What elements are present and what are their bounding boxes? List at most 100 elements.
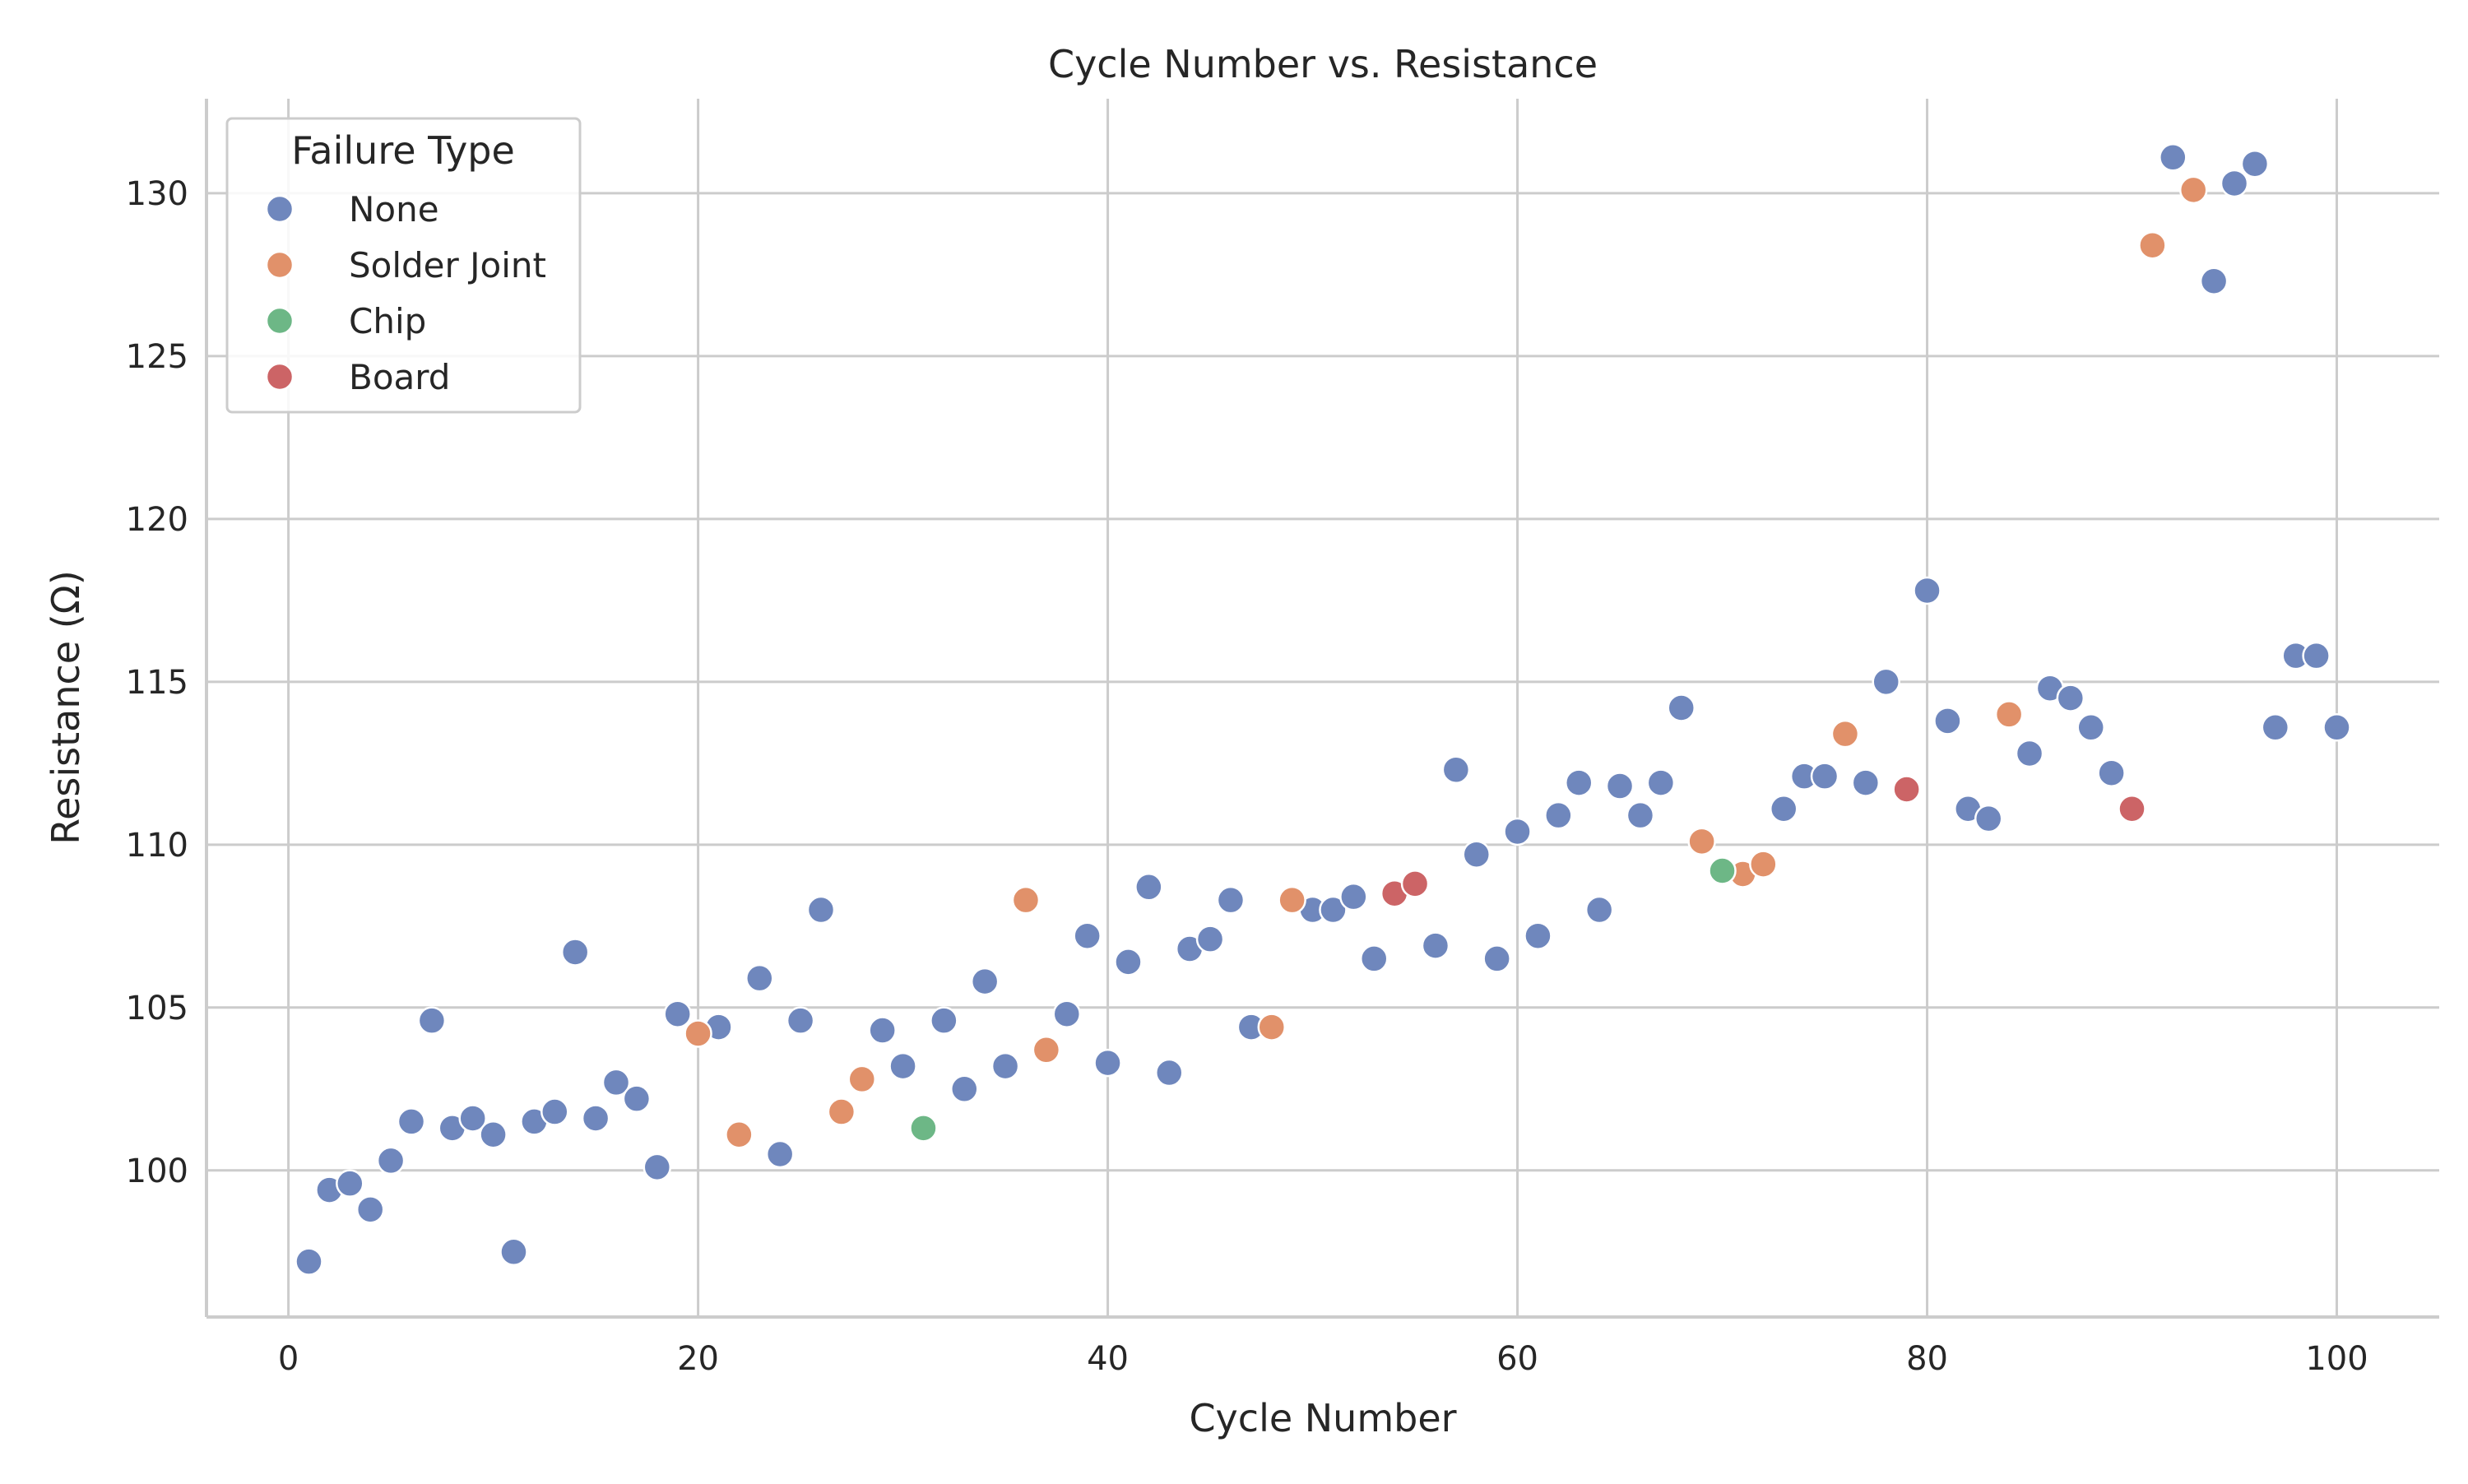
x-tick-label: 40 xyxy=(1087,1340,1129,1378)
point-board xyxy=(2118,795,2146,823)
point-solder-joint xyxy=(1278,885,1306,915)
point-none xyxy=(295,1247,323,1276)
point-none xyxy=(581,1104,610,1133)
point-none xyxy=(1482,944,1511,973)
x-axis-label: Cycle Number xyxy=(1189,1396,1456,1440)
point-none xyxy=(990,1051,1020,1081)
point-none xyxy=(1769,795,1798,823)
legend-title: Failure Type xyxy=(291,128,515,173)
point-none xyxy=(2097,758,2126,787)
point-none xyxy=(1974,804,2003,833)
point-none xyxy=(2159,143,2187,172)
point-solder-joint xyxy=(847,1064,877,1094)
x-tick-label: 100 xyxy=(2305,1340,2368,1378)
point-none xyxy=(745,963,774,993)
point-solder-joint xyxy=(1032,1036,1061,1064)
point-none xyxy=(1339,882,1368,911)
point-none xyxy=(888,1051,917,1081)
point-none xyxy=(622,1084,652,1113)
point-none xyxy=(1913,576,1941,605)
legend-marker-board xyxy=(265,362,295,392)
point-none xyxy=(2015,739,2044,768)
point-none xyxy=(1933,707,1962,735)
point-solder-joint xyxy=(1994,700,2024,729)
legend-marker-none xyxy=(265,194,295,224)
point-none xyxy=(1544,800,1573,830)
data-points xyxy=(295,143,2351,1276)
y-tick-label: 120 xyxy=(126,501,188,539)
point-none xyxy=(1872,667,1900,697)
point-none xyxy=(2302,641,2331,670)
tick-label-layer: 0 20 40 60 80 100 100 105 110 115 120 125 130 xyxy=(126,175,2368,1378)
point-none xyxy=(1584,895,1614,925)
y-tick-label: 130 xyxy=(126,175,188,213)
point-solder-joint xyxy=(2178,175,2208,205)
point-solder-joint xyxy=(1749,850,1778,879)
point-none xyxy=(1216,885,1246,915)
legend-label: Chip xyxy=(349,301,426,341)
point-chip xyxy=(909,1114,938,1143)
point-solder-joint xyxy=(2138,230,2167,260)
axis-spines xyxy=(205,99,2439,1319)
point-none xyxy=(2261,713,2290,742)
y-tick-label: 100 xyxy=(126,1152,188,1190)
point-none xyxy=(1114,948,1143,976)
point-none xyxy=(2056,684,2085,712)
legend-label: Solder Joint xyxy=(349,245,546,285)
y-tick-label: 125 xyxy=(126,338,188,376)
legend-marker-chip xyxy=(265,306,295,336)
point-none xyxy=(1073,921,1102,950)
point-none xyxy=(868,1016,897,1045)
point-none xyxy=(1195,925,1225,953)
point-none xyxy=(1052,999,1082,1028)
y-tick-label: 110 xyxy=(126,827,188,865)
point-none xyxy=(397,1107,426,1136)
point-none xyxy=(2240,149,2270,179)
point-solder-joint xyxy=(1011,885,1041,915)
point-chip xyxy=(1708,856,1737,885)
point-none xyxy=(1626,800,1655,830)
point-solder-joint xyxy=(1830,719,1860,749)
legend-label: None xyxy=(349,189,439,230)
point-none xyxy=(950,1074,979,1104)
point-none xyxy=(1155,1058,1184,1087)
point-none xyxy=(479,1120,508,1149)
point-none xyxy=(930,1006,958,1035)
point-none xyxy=(540,1097,569,1126)
point-solder-joint xyxy=(725,1120,754,1149)
legend-entries: None Solder Joint Chip Board xyxy=(265,189,546,397)
point-none xyxy=(1093,1048,1122,1078)
point-board xyxy=(1400,870,1430,898)
legend-frame xyxy=(225,117,582,414)
point-none xyxy=(1605,772,1635,800)
point-none xyxy=(499,1237,528,1267)
point-none xyxy=(1810,762,1839,791)
point-none xyxy=(1503,817,1532,846)
x-tick-label: 0 xyxy=(278,1340,299,1378)
point-none xyxy=(663,999,692,1028)
legend-marker-solder-joint xyxy=(265,250,295,280)
point-none xyxy=(765,1139,795,1169)
point-solder-joint xyxy=(1257,1013,1287,1041)
point-none xyxy=(355,1195,385,1224)
point-none xyxy=(786,1006,815,1035)
y-tick-label: 115 xyxy=(126,664,188,702)
point-solder-joint xyxy=(827,1097,856,1126)
point-none xyxy=(1421,931,1450,960)
point-none xyxy=(417,1006,447,1035)
point-none xyxy=(2220,169,2249,198)
point-none xyxy=(560,938,590,967)
point-none xyxy=(1319,895,1348,925)
point-none xyxy=(1646,768,1676,797)
legend: Failure Type None Solder Joint Chip Board xyxy=(225,117,582,414)
point-none xyxy=(2076,713,2105,742)
legend-label: Board xyxy=(349,357,450,397)
point-solder-joint xyxy=(1687,827,1716,856)
point-none xyxy=(336,1169,364,1198)
point-none xyxy=(601,1068,631,1097)
point-none xyxy=(1441,755,1471,784)
point-none xyxy=(643,1152,672,1182)
point-none xyxy=(806,895,836,925)
